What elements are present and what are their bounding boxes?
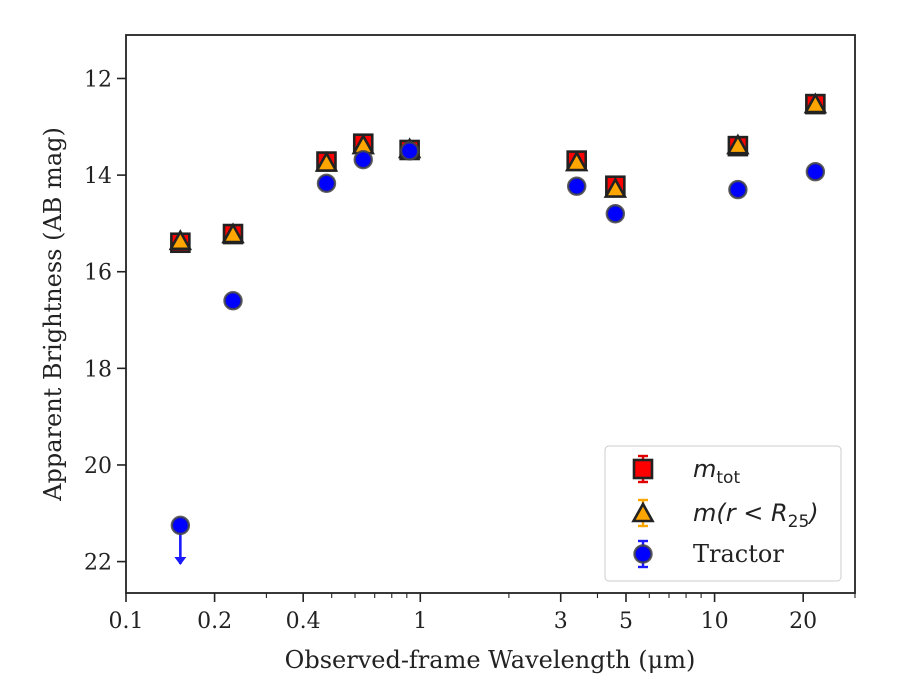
x-tick-label: 10	[701, 609, 729, 634]
x-tick-label: 20	[789, 609, 817, 634]
m-r25-point	[314, 150, 339, 172]
upper-limit-arrowhead	[174, 557, 187, 566]
m-r25-point	[603, 176, 628, 198]
legend: mtot m(r < R25) Tractor	[604, 445, 842, 582]
x-tick-label: 5	[619, 609, 633, 634]
x-tick-label: 0.2	[197, 609, 232, 634]
legend-label: Tractor	[693, 540, 784, 568]
y-axis-ticks: 12 14 16 18 20 22	[84, 67, 126, 576]
tractor-point	[805, 162, 826, 182]
y-tick-label: 18	[84, 357, 112, 382]
x-axis-ticks: 0.1 0.2 0.4 1 3 5 10 20	[109, 593, 856, 634]
y-tick-label: 20	[84, 454, 112, 479]
plot-frame	[125, 34, 856, 594]
tractor-point	[170, 515, 191, 536]
tractor-point	[567, 176, 587, 196]
y-tick-label: 22	[84, 551, 112, 576]
tractor-point	[353, 149, 373, 170]
tractor-point	[223, 291, 243, 311]
x-tick-label: 0.1	[109, 609, 144, 634]
y-axis-label: Apparent Brightness (AB mag)	[39, 127, 67, 502]
tractor-point	[605, 204, 626, 224]
legend-marker-m-tot	[632, 458, 654, 480]
m-r25-point	[221, 222, 245, 244]
y-tick-label: 12	[84, 67, 112, 92]
tractor-point	[316, 173, 337, 194]
m-r25-point	[564, 150, 589, 172]
x-axis-label: Observed-frame Wavelength (μm)	[285, 646, 696, 674]
y-tick-label: 16	[84, 261, 112, 286]
tractor-point	[728, 179, 748, 200]
x-tick-label: 3	[554, 609, 568, 634]
legend-label: mtot	[693, 455, 740, 488]
legend-frame	[604, 445, 842, 582]
m-r25-point	[803, 92, 828, 114]
m-r25-point	[726, 133, 750, 155]
legend-label: m(r < R25)	[693, 499, 819, 532]
legend-marker-tractor	[633, 544, 653, 564]
data-marks	[168, 92, 828, 566]
x-tick-label: 1	[413, 609, 427, 634]
tractor-point	[399, 141, 420, 161]
x-tick-label: 0.4	[286, 609, 321, 634]
legend-marker-m-r25	[631, 501, 655, 523]
m-r25-point	[168, 229, 193, 251]
y-tick-label: 14	[84, 164, 112, 189]
